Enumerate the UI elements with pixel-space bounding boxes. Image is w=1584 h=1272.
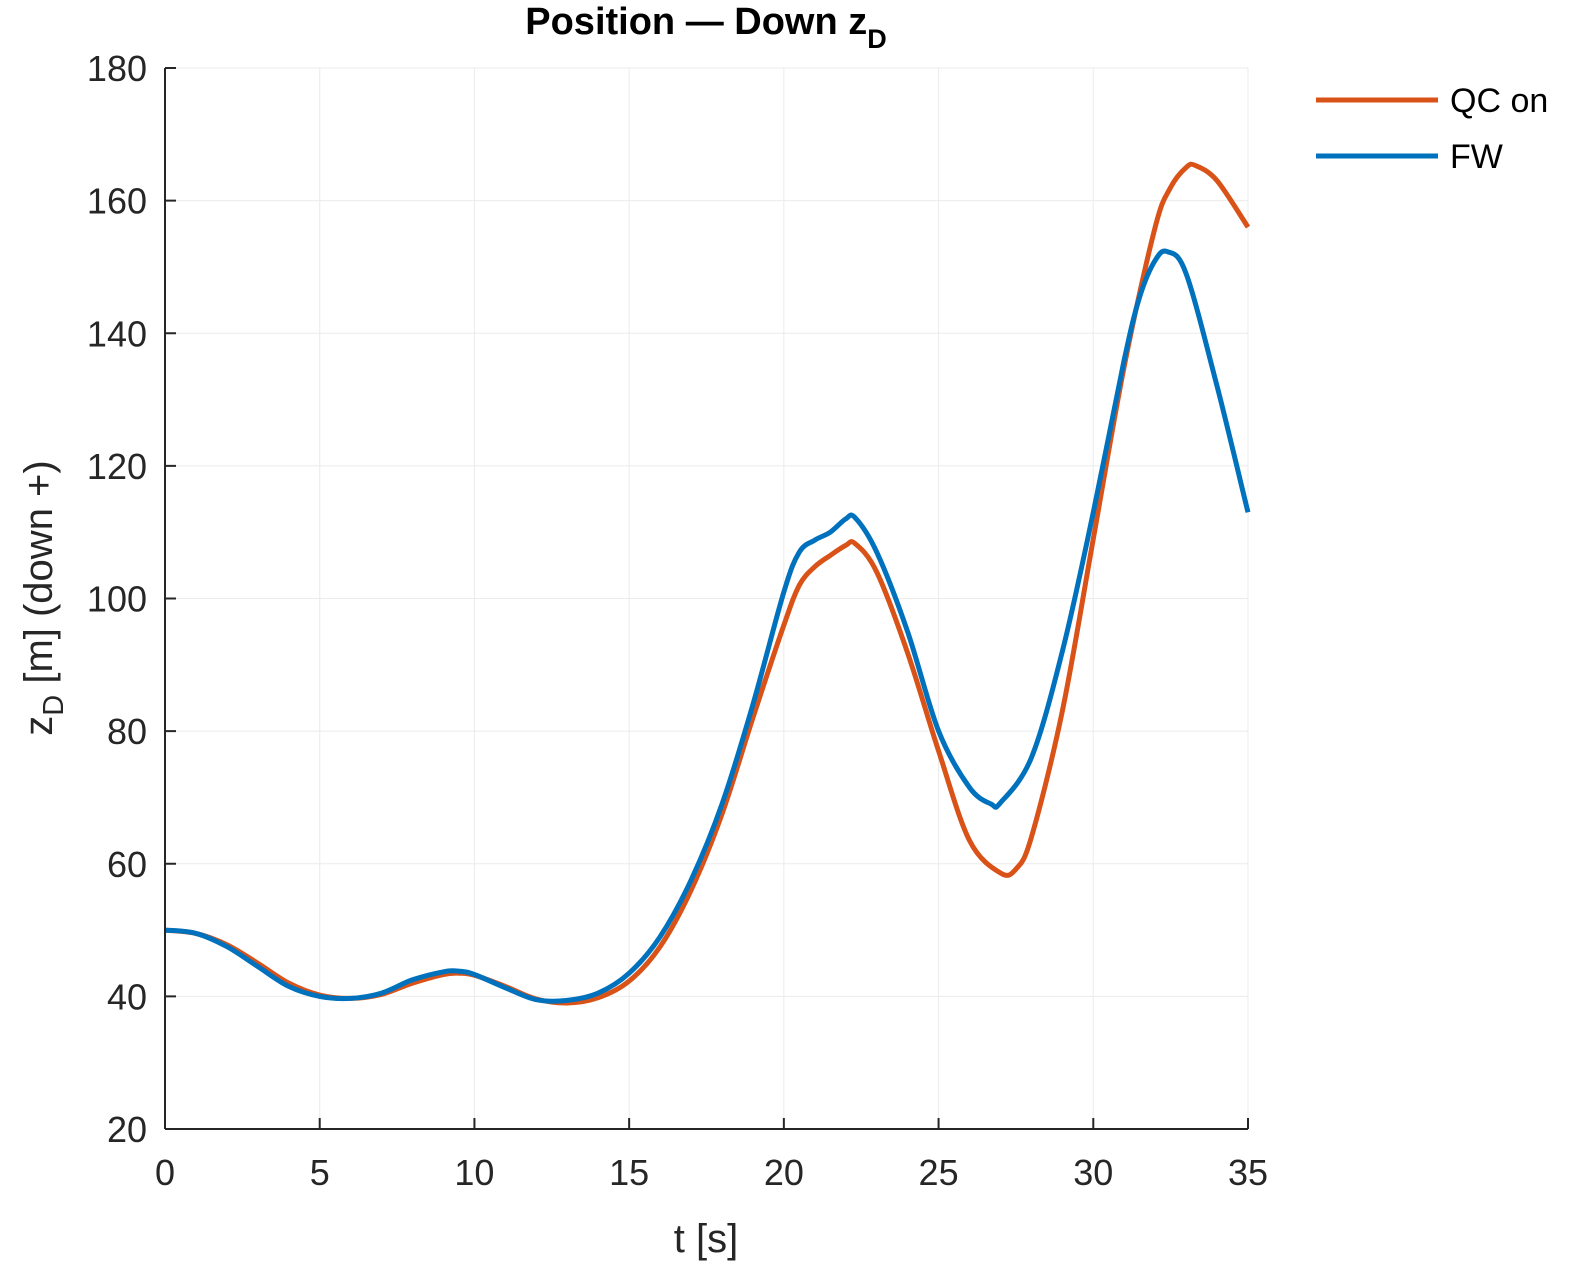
y-tick-label: 180: [87, 48, 147, 89]
x-tick-label: 0: [155, 1152, 175, 1193]
y-tick-label: 120: [87, 446, 147, 487]
legend-label-qc-on: QC on: [1450, 82, 1548, 120]
y-tick-label: 40: [107, 976, 147, 1017]
series-layer: [164, 161, 1251, 1006]
x-axis-label: t [s]: [674, 1217, 738, 1261]
x-tick-label: 5: [310, 1152, 330, 1193]
y-tick-label: 160: [87, 181, 147, 222]
y-tick-label: 20: [107, 1109, 147, 1150]
x-tick-label: 25: [919, 1152, 959, 1193]
y-tick-label: 80: [107, 711, 147, 752]
axes: [164, 67, 1249, 1130]
legend-label-fw: FW: [1450, 138, 1503, 176]
legend: QC on FW: [1316, 82, 1548, 176]
y-axis-label: zD [m] (down +): [17, 460, 70, 735]
chart-title: Position — Down zD: [525, 1, 886, 54]
y-tick-label: 140: [87, 313, 147, 354]
x-tick-label: 15: [609, 1152, 649, 1193]
x-tick-label: 30: [1073, 1152, 1113, 1193]
y-tick-label: 60: [107, 844, 147, 885]
tick-labels: 0 5 10 15 20 25 30 35 20 40 60 80 100 120 140 160 180: [87, 48, 1268, 1193]
x-tick-label: 20: [764, 1152, 804, 1193]
y-tick-label: 100: [87, 579, 147, 620]
x-tick-label: 10: [454, 1152, 494, 1193]
series-line-fw: [164, 248, 1251, 1004]
x-tick-label: 35: [1228, 1152, 1268, 1193]
